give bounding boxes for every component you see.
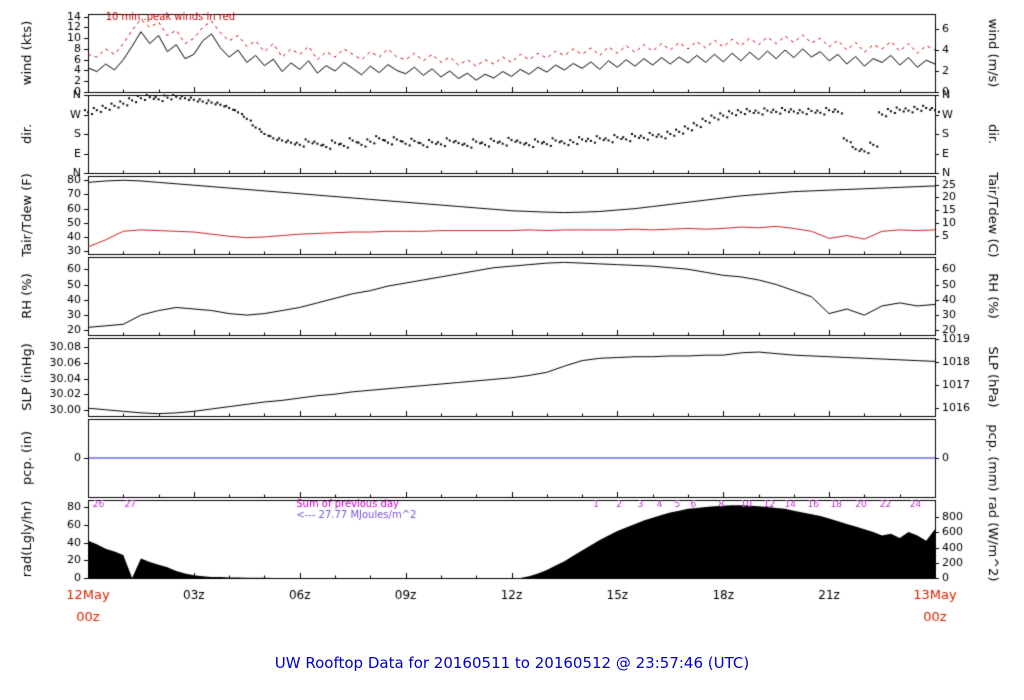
meteogram-canvas: [0, 0, 1024, 646]
chart-title: UW Rooftop Data for 20160511 to 20160512…: [274, 654, 750, 672]
